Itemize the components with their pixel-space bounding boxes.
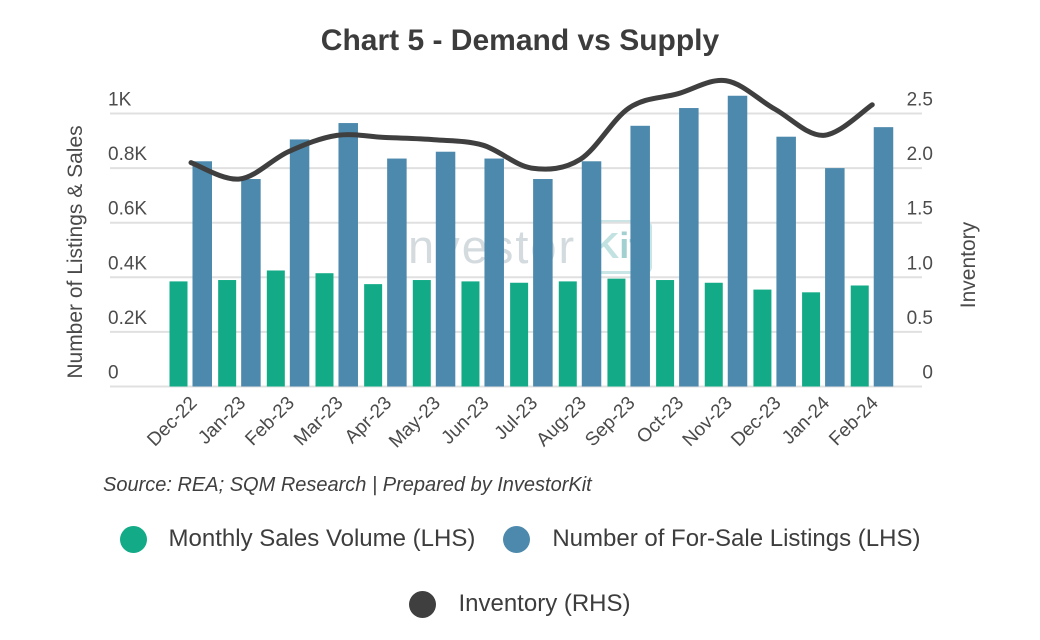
- left-axis-tick-label: 0.6K: [108, 199, 147, 220]
- x-axis-label: Dec-22: [143, 393, 201, 451]
- left-axis-tick-label: 0.4K: [108, 253, 147, 274]
- listings-bar: [338, 123, 358, 387]
- inventory-legend-dot: [409, 590, 437, 618]
- x-axis-label: Oct-23: [633, 393, 688, 448]
- right-axis-tick-label: 0.5: [907, 308, 933, 329]
- listings-bar: [435, 151, 456, 387]
- listings-bar: [679, 108, 699, 387]
- sales-bar: [607, 278, 626, 387]
- right-axis-title: Inventory: [957, 221, 980, 309]
- listings-bar: [776, 136, 796, 387]
- left-axis-title: Number of Listings & Sales: [64, 125, 87, 379]
- right-axis-tick-label: 1.0: [907, 253, 933, 274]
- right-axis-tick-label: 2.5: [907, 90, 933, 111]
- x-axis-label: Feb-24: [825, 392, 883, 450]
- sales-bar: [461, 281, 480, 387]
- legend-item-sales: Monthly Sales Volume (LHS): [119, 525, 476, 553]
- left-axis-tick-label: 1K: [108, 90, 132, 111]
- x-axis-label: Aug-23: [533, 393, 591, 451]
- sales-bar: [266, 270, 285, 387]
- sales-legend-dot: [119, 525, 147, 553]
- x-axis-label: Jun-23: [438, 393, 494, 449]
- sales-legend-label: Monthly Sales Volume (LHS): [168, 525, 476, 552]
- x-axis-label: Feb-23: [241, 393, 298, 450]
- x-axis-label: Jan-23: [194, 393, 250, 449]
- sales-bar: [558, 281, 577, 387]
- x-axis-label: Sep-23: [581, 393, 639, 451]
- sales-bar: [802, 292, 821, 387]
- listings-bar: [192, 161, 212, 387]
- chart-title: Chart 5 - Demand vs Supply: [320, 24, 720, 57]
- listings-bar: [533, 179, 553, 387]
- x-axis-label: Nov-23: [679, 393, 737, 451]
- right-axis-tick-label: 1.5: [907, 199, 933, 220]
- legend-item-inventory: Inventory (RHS): [409, 590, 631, 618]
- listings-bar: [825, 168, 845, 387]
- sales-bar: [510, 282, 529, 387]
- left-axis-tick-label: 0.2K: [108, 308, 147, 329]
- sales-bar: [315, 273, 334, 387]
- listings-bar: [484, 158, 504, 387]
- sales-bar: [364, 284, 383, 387]
- sales-bar: [218, 280, 237, 387]
- x-axis-label: May-23: [385, 393, 445, 453]
- sales-bar: [704, 282, 723, 387]
- legend-item-listings: Number of For-Sale Listings (LHS): [503, 525, 920, 553]
- listings-legend-label: Number of For-Sale Listings (LHS): [552, 525, 921, 552]
- inventory-legend-label: Inventory (RHS): [458, 590, 631, 617]
- listings-bar: [289, 139, 310, 387]
- listings-bar: [241, 179, 261, 387]
- sales-bar: [753, 289, 772, 387]
- sales-bar: [412, 280, 431, 387]
- listings-bar: [630, 125, 650, 387]
- legend-row-1: Monthly Sales Volume (LHS) Number of For…: [0, 525, 1040, 553]
- listings-bar: [581, 161, 602, 387]
- x-axis-label: Mar-23: [290, 393, 347, 450]
- combo-chart-plot: 0 0 0.2K 0.5 0.4K 1.0 0.6K 1.5 0.8K 2.0 1K 2.5 Dec-2…: [108, 77, 933, 453]
- listings-legend-dot: [503, 525, 531, 553]
- listings-bar: [727, 95, 748, 387]
- sales-bar: [850, 285, 869, 387]
- source-note: Source: REA; SQM Research | Prepared by …: [103, 474, 592, 496]
- inventory-line: [188, 77, 875, 182]
- left-axis-tick-label: 0: [108, 363, 119, 384]
- x-axis-label: Jan-24: [778, 392, 834, 448]
- listings-bar: [873, 127, 894, 387]
- sales-bar: [169, 281, 188, 387]
- right-axis-tick-label: 0: [922, 363, 933, 384]
- x-axis-label: Dec-23: [727, 393, 785, 451]
- legend-row-2: Inventory (RHS): [0, 590, 1040, 618]
- listings-bar: [387, 158, 407, 387]
- sales-bar: [656, 280, 675, 387]
- left-axis-tick-label: 0.8K: [108, 144, 147, 165]
- right-axis-tick-label: 2.0: [907, 144, 933, 165]
